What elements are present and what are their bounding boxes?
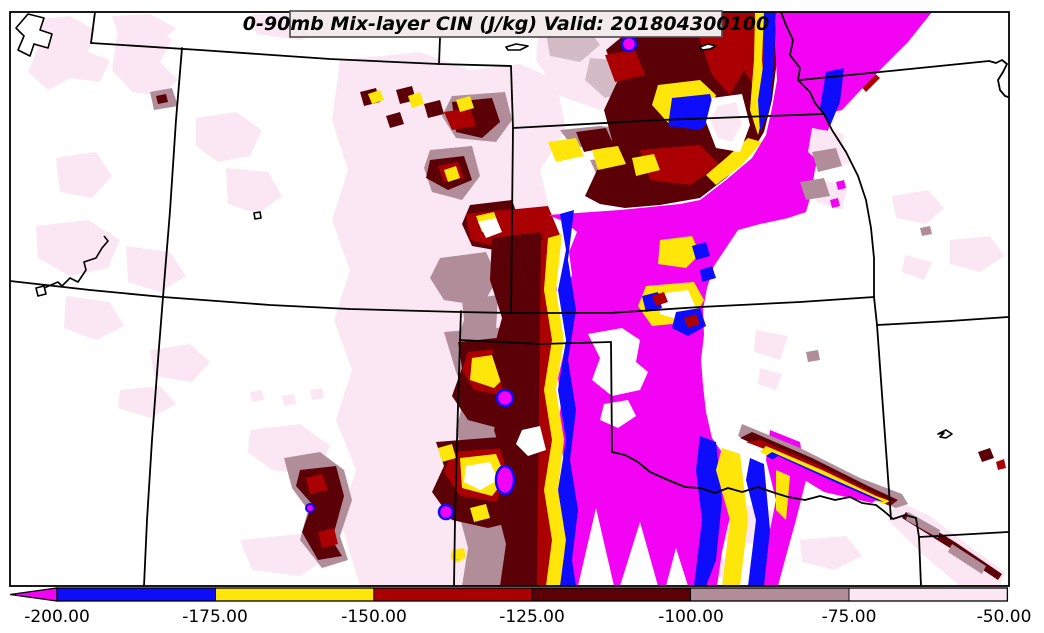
colorbar-label: -150.00 bbox=[341, 607, 407, 627]
colorbar-label: -50.00 bbox=[977, 607, 1032, 627]
lakes-and-rivers bbox=[15, 13, 953, 439]
colorbar-segment bbox=[690, 588, 849, 601]
cin-west-fringe-strips bbox=[490, 12, 776, 586]
cin-interior-details bbox=[578, 12, 871, 586]
colorbar-segment bbox=[849, 588, 1008, 601]
colorbar-segment bbox=[57, 588, 216, 601]
cin-pockets-and-dots bbox=[305, 35, 750, 563]
colorbar-ticks bbox=[214, 588, 850, 601]
cin-southeast-band bbox=[738, 424, 1006, 580]
colorbar-underflow-arrow bbox=[9, 587, 58, 602]
arkansas-lake bbox=[937, 429, 953, 439]
state-borders bbox=[10, 12, 1009, 586]
colorbar-segment bbox=[215, 588, 374, 601]
colorbar-segment bbox=[373, 588, 533, 601]
colorbar-segment bbox=[532, 588, 691, 601]
colorbar-label: -100.00 bbox=[658, 607, 724, 627]
colorbar-label: -125.00 bbox=[499, 607, 565, 627]
great-salt-lake bbox=[15, 13, 53, 57]
title-box: 0-90mb Mix-layer CIN (J/kg) Valid: 20180… bbox=[243, 10, 769, 38]
cin-field bbox=[10, 12, 1009, 586]
navajo-reservoir bbox=[253, 211, 262, 220]
cin-band-blue bbox=[668, 94, 716, 130]
lake-mcconaughy bbox=[505, 43, 529, 51]
map-title: 0-90mb Mix-layer CIN (J/kg) Valid: 20180… bbox=[243, 13, 769, 35]
colorbar: -200.00 -175.00 -150.00 -125.00 -100.00 … bbox=[9, 587, 1032, 627]
colorbar-label: -175.00 bbox=[182, 607, 248, 627]
lake-powell bbox=[35, 235, 109, 297]
colorbar-label: -200.00 bbox=[24, 607, 90, 627]
small-lake bbox=[699, 43, 717, 51]
colorbar-label: -75.00 bbox=[822, 607, 877, 627]
